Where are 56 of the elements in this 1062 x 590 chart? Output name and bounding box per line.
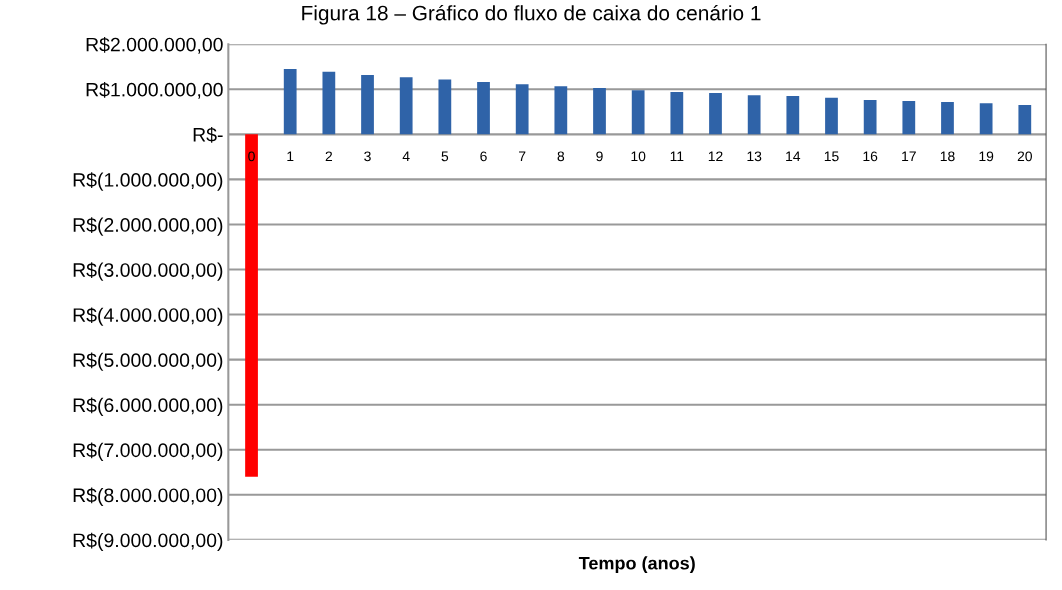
y-tick-label: R$(4.000.000,00)	[73, 307, 223, 326]
bar	[593, 87, 606, 135]
bar	[361, 74, 374, 135]
bar	[283, 69, 297, 135]
x-tick-label: 4	[402, 151, 410, 162]
y-tick-label: R$1.000.000,00	[86, 81, 223, 99]
bar	[786, 96, 800, 135]
bar	[979, 103, 993, 135]
x-tick-label: 0	[248, 151, 255, 162]
bar	[477, 82, 490, 135]
x-tick-label: 1	[287, 151, 294, 162]
bar	[941, 101, 954, 135]
y-tick-label: R$(8.000.000,00)	[73, 487, 223, 507]
x-tick-label: 3	[364, 151, 371, 162]
bar	[438, 79, 452, 135]
bar	[825, 97, 838, 135]
y-tick-label: R$2.000.000,00	[86, 36, 223, 54]
x-tick-label: 15	[824, 151, 839, 162]
bar	[1018, 105, 1032, 135]
x-tick-label: 2	[325, 151, 333, 162]
x-tick-label: 13	[747, 151, 762, 162]
x-tick-label: 14	[786, 151, 801, 162]
y-tick-label: R$-	[193, 127, 223, 143]
bar	[709, 92, 722, 135]
x-tick-label: 19	[979, 151, 994, 162]
bar	[670, 92, 684, 135]
bar	[554, 86, 568, 135]
bar	[399, 77, 413, 135]
bar	[863, 100, 877, 135]
x-tick-label: 7	[519, 151, 526, 162]
x-tick-label: 5	[441, 151, 449, 162]
x-tick-label: 16	[863, 151, 878, 162]
y-tick-label: R$(7.000.000,00)	[73, 442, 223, 461]
x-tick-label: 10	[631, 151, 646, 162]
bar	[631, 90, 645, 135]
bar	[245, 134, 258, 477]
x-tick-label: 6	[480, 151, 487, 162]
y-tick-label: R$(2.000.000,00)	[73, 217, 223, 236]
x-tick-label: 20	[1017, 151, 1032, 162]
x-tick-label: 17	[902, 151, 916, 162]
x-tick-label: 18	[940, 151, 955, 162]
bar	[322, 71, 336, 135]
y-tick-label: R$(9.000.000,00)	[73, 532, 223, 552]
bar	[902, 101, 916, 135]
x-tick-label: 11	[670, 151, 684, 162]
y-tick-label: R$(6.000.000,00)	[73, 397, 223, 416]
x-tick-label: 9	[596, 151, 603, 162]
x-tick-label: 12	[708, 151, 723, 162]
y-tick-label: R$(1.000.000,00)	[73, 172, 223, 191]
bar	[515, 84, 529, 135]
x-axis-title: Tempo (anos)	[578, 556, 695, 574]
chart-title: Figura 18 – Gráfico do fluxo de caixa do cenário 1	[302, 4, 761, 25]
bar	[747, 95, 761, 135]
y-tick-label: R$(5.000.000,00)	[73, 352, 223, 371]
x-tick-label: 8	[557, 151, 565, 162]
y-tick-label: R$(3.000.000,00)	[73, 262, 223, 281]
